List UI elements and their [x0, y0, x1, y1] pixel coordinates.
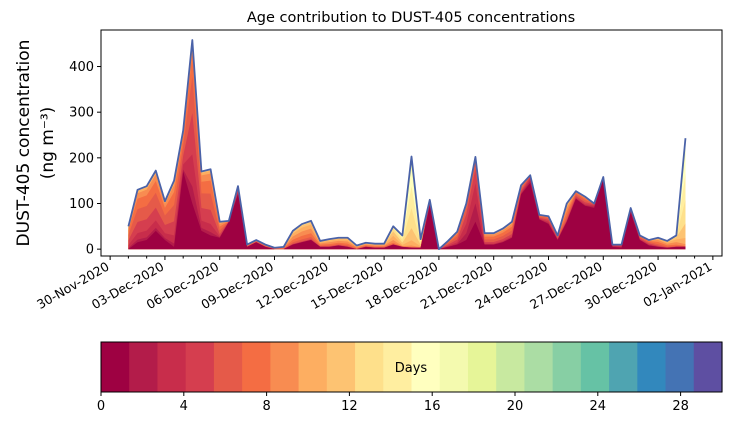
colorbar-tick-label: 0	[97, 399, 105, 414]
stacked-areas	[127, 39, 687, 251]
colorbar-segment	[326, 342, 356, 392]
colorbar-tick-label: 8	[262, 399, 270, 414]
colorbar-segment	[242, 342, 271, 392]
colorbar-segment	[467, 342, 497, 392]
colorbar-segment	[298, 342, 328, 392]
colorbar-segment	[270, 342, 300, 392]
colorbar-tick-label: 20	[507, 399, 524, 414]
colorbar-tick-label: 16	[424, 399, 441, 414]
age-class-area-0	[128, 171, 686, 250]
plot-frame	[100, 29, 723, 257]
colorbar-segment	[552, 342, 582, 392]
y-axis-label: DUST-405 concentration	[14, 40, 34, 247]
x-axis: 30-Nov-202003-Dec-202006-Dec-202009-Dec-…	[34, 256, 714, 312]
colorbar-segment	[496, 342, 526, 392]
colorbar-segment	[665, 342, 695, 392]
colorbar-segment	[213, 342, 243, 392]
colorbar-segment	[355, 342, 384, 392]
y-tick-label: 400	[69, 60, 94, 75]
colorbar-tick-label: 28	[672, 399, 689, 414]
colorbar-tick-label: 12	[341, 399, 358, 414]
colorbar-frame	[100, 341, 723, 393]
colorbar-segment	[411, 342, 441, 392]
colorbar: 0 4 8 12 16 20 24 28	[97, 341, 723, 414]
y-tick-label: 200	[69, 151, 94, 166]
y-axis: 0 100 200 300 400	[69, 60, 101, 258]
y-tick-label: 0	[86, 243, 94, 258]
colorbar-segment	[693, 342, 723, 392]
colorbar-segment	[383, 342, 413, 392]
colorbar-segment	[185, 342, 215, 392]
colorbar-segment	[129, 342, 159, 392]
colorbar-segment	[609, 342, 638, 392]
colorbar-label: Days	[395, 361, 428, 376]
colorbar-segment	[637, 342, 667, 392]
total-concentration-line	[127, 39, 687, 251]
colorbar-segment	[524, 342, 554, 392]
colorbar-tick-label: 4	[180, 399, 188, 414]
y-tick-label: 300	[69, 106, 94, 121]
y-tick-label: 100	[69, 197, 94, 212]
chart-title: Age contribution to DUST-405 concentrati…	[247, 10, 575, 26]
colorbar-tick-label: 24	[590, 399, 607, 414]
colorbar-segment	[580, 342, 610, 392]
colorbar-segment	[439, 342, 469, 392]
colorbar-segment	[101, 342, 130, 392]
colorbar-segment	[157, 342, 187, 392]
y-axis-unit-label: (ng m⁻³)	[38, 107, 58, 180]
